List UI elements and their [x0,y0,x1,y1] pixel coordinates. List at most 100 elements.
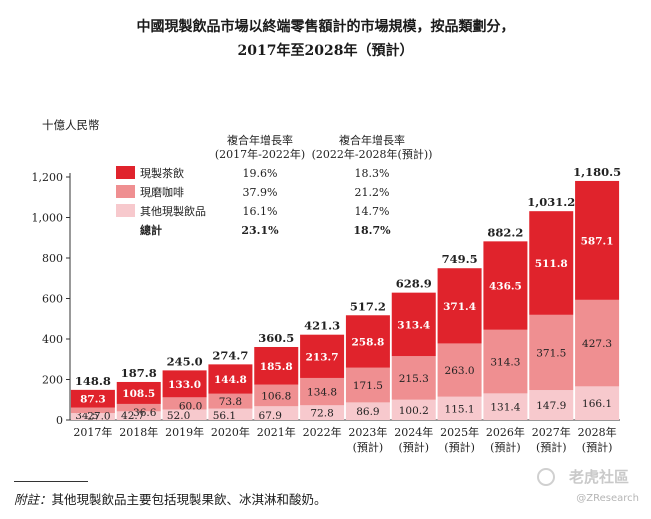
chart-title-line2: 2017年至2028年（預計） [237,43,414,59]
footnote-text: 其他現製飲品主要包括現製果飲、冰淇淋和酸奶。 [51,492,327,507]
bar-segment [116,403,161,412]
bar-value-label: 42.7 [121,410,144,422]
bar-value-label: 144.8 [214,374,247,386]
bar-value-label: 215.3 [399,373,429,385]
legend-swatch [116,166,135,179]
bar-segment [575,386,620,420]
bar-value-label: 106.8 [261,390,291,402]
x-tick-label: 2022年 [303,425,342,439]
legend-cagr1: 37.9% [243,186,278,199]
legend-header-cagr1: (2017年-2022年) [215,147,305,161]
bar-segment [254,346,299,385]
footnote-label: 附註： [14,492,52,507]
bar-value-label: 56.1 [213,410,236,422]
bar-segment [300,405,345,420]
bar-value-label: 133.0 [168,379,201,391]
legend-cagr2: 14.7% [355,205,390,218]
bar-segment [575,299,620,387]
chart-title-line1: 中國現製飲品市場以終端零售額計的市場規模，按品類劃分， [136,19,515,35]
x-tick-label: 2024年 [394,425,433,439]
bar-segment [70,407,115,414]
bar-value-label: 60.0 [179,400,202,412]
bar-total-label: 421.3 [304,319,340,333]
x-tick-label: 2026年 [486,425,525,439]
bar-total-label: 1,180.5 [573,165,621,179]
bar-value-label: 427.3 [582,338,612,350]
bar-value-label: 67.9 [259,410,282,422]
x-tick-label: 2025年 [440,425,479,439]
y-tick-label: 0 [56,414,63,427]
y-tick-label: 400 [42,333,63,346]
watermark-logo-icon [537,468,555,486]
bar-value-label: 72.8 [310,408,333,420]
bar-value-label: 371.5 [536,347,566,359]
bar-value-label: 27.0 [87,411,110,423]
legend-cagr2: 21.2% [355,186,390,199]
bar-total-label: 517.2 [350,299,386,313]
x-tick-label: 2019年 [165,425,204,439]
footnote-divider [14,481,88,482]
legend-cagr2: 18.7% [353,224,391,237]
bar-value-label: 147.9 [536,400,566,412]
bar-segment [162,370,207,398]
y-tick-label: 200 [42,374,63,387]
footnote: 附註：其他現製飲品主要包括現製果飲、冰淇淋和酸奶。 [14,489,327,508]
legend-cagr2: 18.3% [355,167,390,180]
x-tick-label: 2021年 [257,425,296,439]
x-tick-label: (預計) [490,440,521,454]
x-tick-label: (預計) [444,440,475,454]
bar-segment [437,343,482,397]
x-tick-label: (預計) [582,440,613,454]
bar-segment [116,411,161,420]
bar-value-label: 36.6 [133,407,157,419]
bar-segment [529,314,574,391]
bar-segment [300,334,345,378]
bar-value-label: 87.3 [80,394,106,406]
bar-segment [116,381,161,404]
bar-segment [529,390,574,420]
x-tick-label: 2017年 [73,425,112,439]
bar-total-label: 148.8 [75,374,111,388]
bar-total-label: 628.9 [396,277,432,291]
bar-segment [208,393,253,409]
bar-value-label: 166.1 [582,398,612,410]
bar-value-label: 52.0 [167,410,190,422]
bar-segment [437,268,482,344]
bar-segment [208,364,253,394]
bar-segment [70,413,115,420]
x-tick-label: (預計) [353,440,384,454]
bar-segment [208,408,253,420]
legend-cagr1: 19.6% [243,167,278,180]
bar-value-label: 436.5 [489,281,522,293]
bar-total-label: 360.5 [258,331,294,345]
x-tick-label: 2018年 [119,425,158,439]
bar-value-label: 185.8 [260,361,293,373]
bar-value-label: 313.4 [397,319,430,331]
bar-value-label: 115.1 [445,403,475,415]
watermark-handle: @ZResearch [576,493,639,504]
legend-cagr1: 16.1% [243,205,278,218]
x-tick-label: (預計) [398,440,429,454]
bar-value-label: 108.5 [122,388,155,400]
bar-value-label: 171.5 [353,380,383,392]
bar-value-label: 213.7 [306,351,339,363]
bar-total-label: 1,031.2 [527,195,575,209]
y-axis-title: 十億人民幣 [42,118,100,132]
y-tick-label: 1,000 [32,212,64,225]
bar-total-label: 187.8 [121,366,157,380]
legend-cagr1: 23.1% [241,224,279,237]
bar-value-label: 263.0 [445,365,475,377]
bar-segment [254,406,299,420]
legend-label: 現磨咖啡 [140,185,184,199]
bar-total-label: 245.0 [167,354,203,368]
bar-segment [345,402,390,420]
bar-segment [391,399,436,420]
legend-swatch [116,185,135,198]
bar-value-label: 73.8 [219,396,242,408]
bar-value-label: 131.4 [490,402,520,414]
y-tick-label: 1,200 [32,171,64,184]
legend-header-cagr2: (2022年-2028年(預計)) [312,147,433,161]
bar-segment [575,180,620,300]
bar-segment [162,397,207,410]
bar-total-label: 882.2 [487,225,523,239]
